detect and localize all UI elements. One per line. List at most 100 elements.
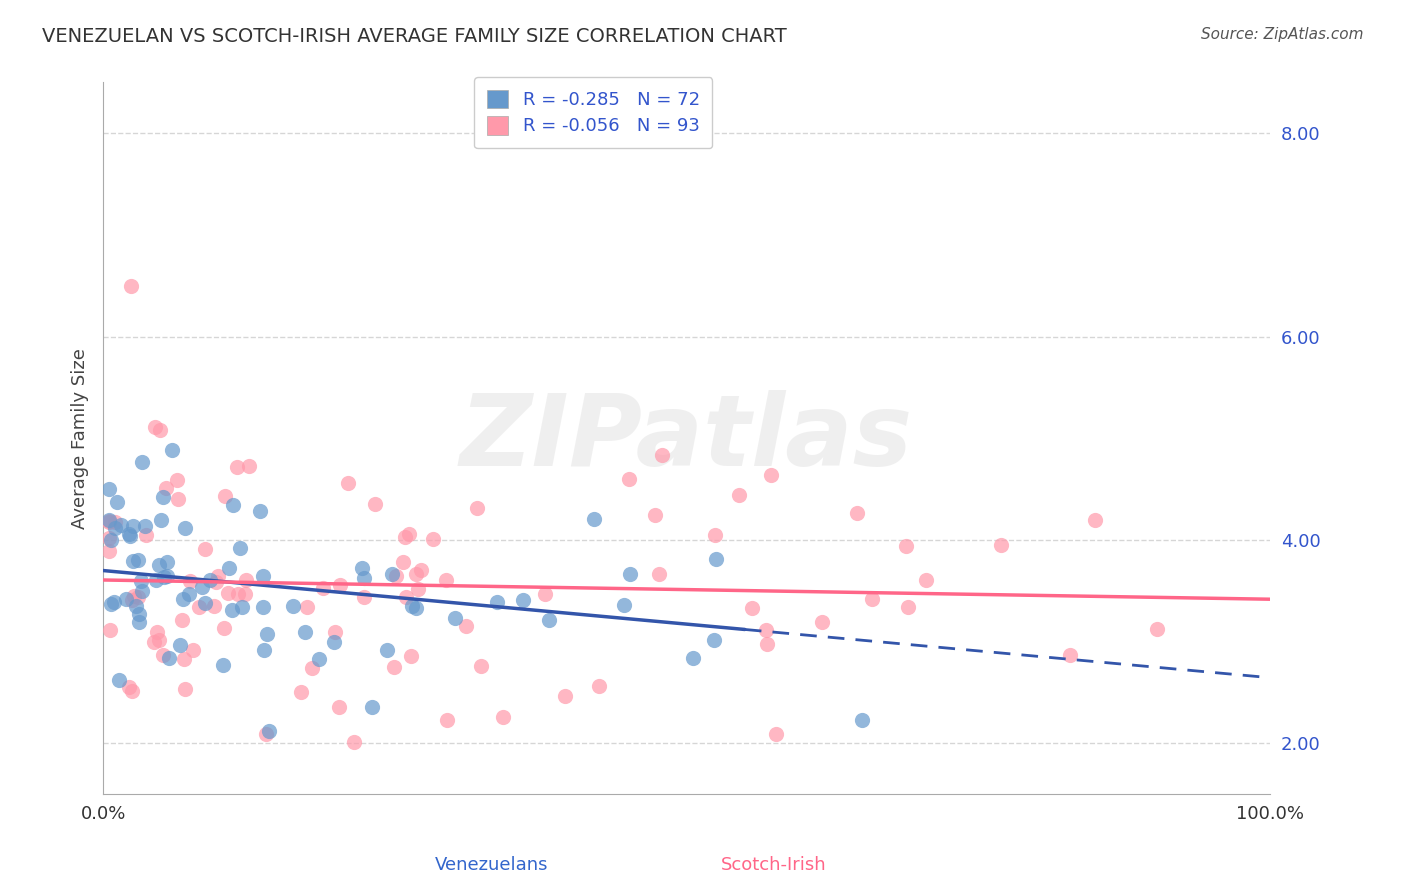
Point xyxy=(121,519,143,533)
Point xyxy=(399,648,422,663)
Point xyxy=(456,619,478,633)
Point xyxy=(194,542,217,557)
Point xyxy=(191,580,214,594)
Point xyxy=(167,492,190,507)
Point xyxy=(105,494,128,508)
Point xyxy=(212,621,235,635)
Point xyxy=(301,661,323,675)
Point xyxy=(704,551,727,566)
Point xyxy=(343,735,366,749)
Point xyxy=(152,490,174,504)
Point xyxy=(444,610,467,624)
Point xyxy=(118,681,141,695)
Point xyxy=(759,468,782,483)
Point xyxy=(401,599,423,613)
Point xyxy=(405,601,427,615)
Point xyxy=(238,458,260,473)
Point xyxy=(148,633,170,648)
Point xyxy=(810,615,832,629)
Point xyxy=(118,527,141,541)
Point xyxy=(612,599,634,613)
Point xyxy=(174,521,197,535)
Point xyxy=(194,595,217,609)
Point xyxy=(100,597,122,611)
Point xyxy=(352,561,374,575)
Point xyxy=(384,568,406,582)
Point xyxy=(436,714,458,728)
Point xyxy=(741,600,763,615)
Point xyxy=(231,599,253,614)
Point xyxy=(897,599,920,614)
Point xyxy=(249,504,271,518)
Point xyxy=(120,278,142,293)
Text: Scotch-Irish: Scotch-Irish xyxy=(720,856,827,874)
Point xyxy=(588,679,610,693)
Point xyxy=(894,539,917,553)
Text: Venezuelans: Venezuelans xyxy=(436,856,548,874)
Point xyxy=(1059,648,1081,662)
Point xyxy=(283,599,305,613)
Y-axis label: Average Family Size: Average Family Size xyxy=(72,348,89,529)
Point xyxy=(254,727,277,741)
Point xyxy=(295,600,318,615)
Point xyxy=(121,592,143,607)
Point xyxy=(394,530,416,544)
Point xyxy=(364,497,387,511)
Point xyxy=(755,624,778,638)
Point xyxy=(703,632,725,647)
Point xyxy=(434,573,457,587)
Point xyxy=(152,648,174,662)
Point xyxy=(131,455,153,469)
Point xyxy=(115,591,138,606)
Point xyxy=(353,590,375,604)
Point xyxy=(405,567,427,582)
Point xyxy=(100,533,122,547)
Point xyxy=(651,448,673,462)
Point xyxy=(846,506,869,520)
Point xyxy=(131,574,153,588)
Point xyxy=(205,574,228,589)
Point xyxy=(619,566,641,581)
Point xyxy=(256,627,278,641)
Point xyxy=(860,592,883,607)
Point xyxy=(160,442,183,457)
Point xyxy=(382,660,405,674)
Point xyxy=(188,600,211,615)
Point xyxy=(157,650,180,665)
Point xyxy=(211,658,233,673)
Point xyxy=(375,643,398,657)
Point xyxy=(169,639,191,653)
Point xyxy=(198,574,221,588)
Point xyxy=(704,528,727,542)
Point xyxy=(682,650,704,665)
Point xyxy=(252,569,274,583)
Point xyxy=(124,589,146,603)
Point xyxy=(97,543,120,558)
Point xyxy=(391,555,413,569)
Point xyxy=(222,498,245,512)
Point xyxy=(146,625,169,640)
Point xyxy=(406,582,429,596)
Point xyxy=(312,581,335,595)
Point xyxy=(486,595,509,609)
Point xyxy=(990,538,1012,552)
Point xyxy=(492,710,515,724)
Point xyxy=(765,727,787,741)
Point xyxy=(104,521,127,535)
Point xyxy=(143,635,166,649)
Point xyxy=(121,684,143,698)
Point xyxy=(172,613,194,627)
Point xyxy=(128,615,150,629)
Point xyxy=(253,642,276,657)
Point xyxy=(149,424,172,438)
Point xyxy=(207,568,229,582)
Point xyxy=(217,586,239,600)
Point xyxy=(156,569,179,583)
Point xyxy=(149,513,172,527)
Point xyxy=(226,587,249,601)
Point xyxy=(851,713,873,727)
Point xyxy=(125,599,148,613)
Point xyxy=(179,574,201,589)
Point xyxy=(173,651,195,665)
Text: Source: ZipAtlas.com: Source: ZipAtlas.com xyxy=(1201,27,1364,42)
